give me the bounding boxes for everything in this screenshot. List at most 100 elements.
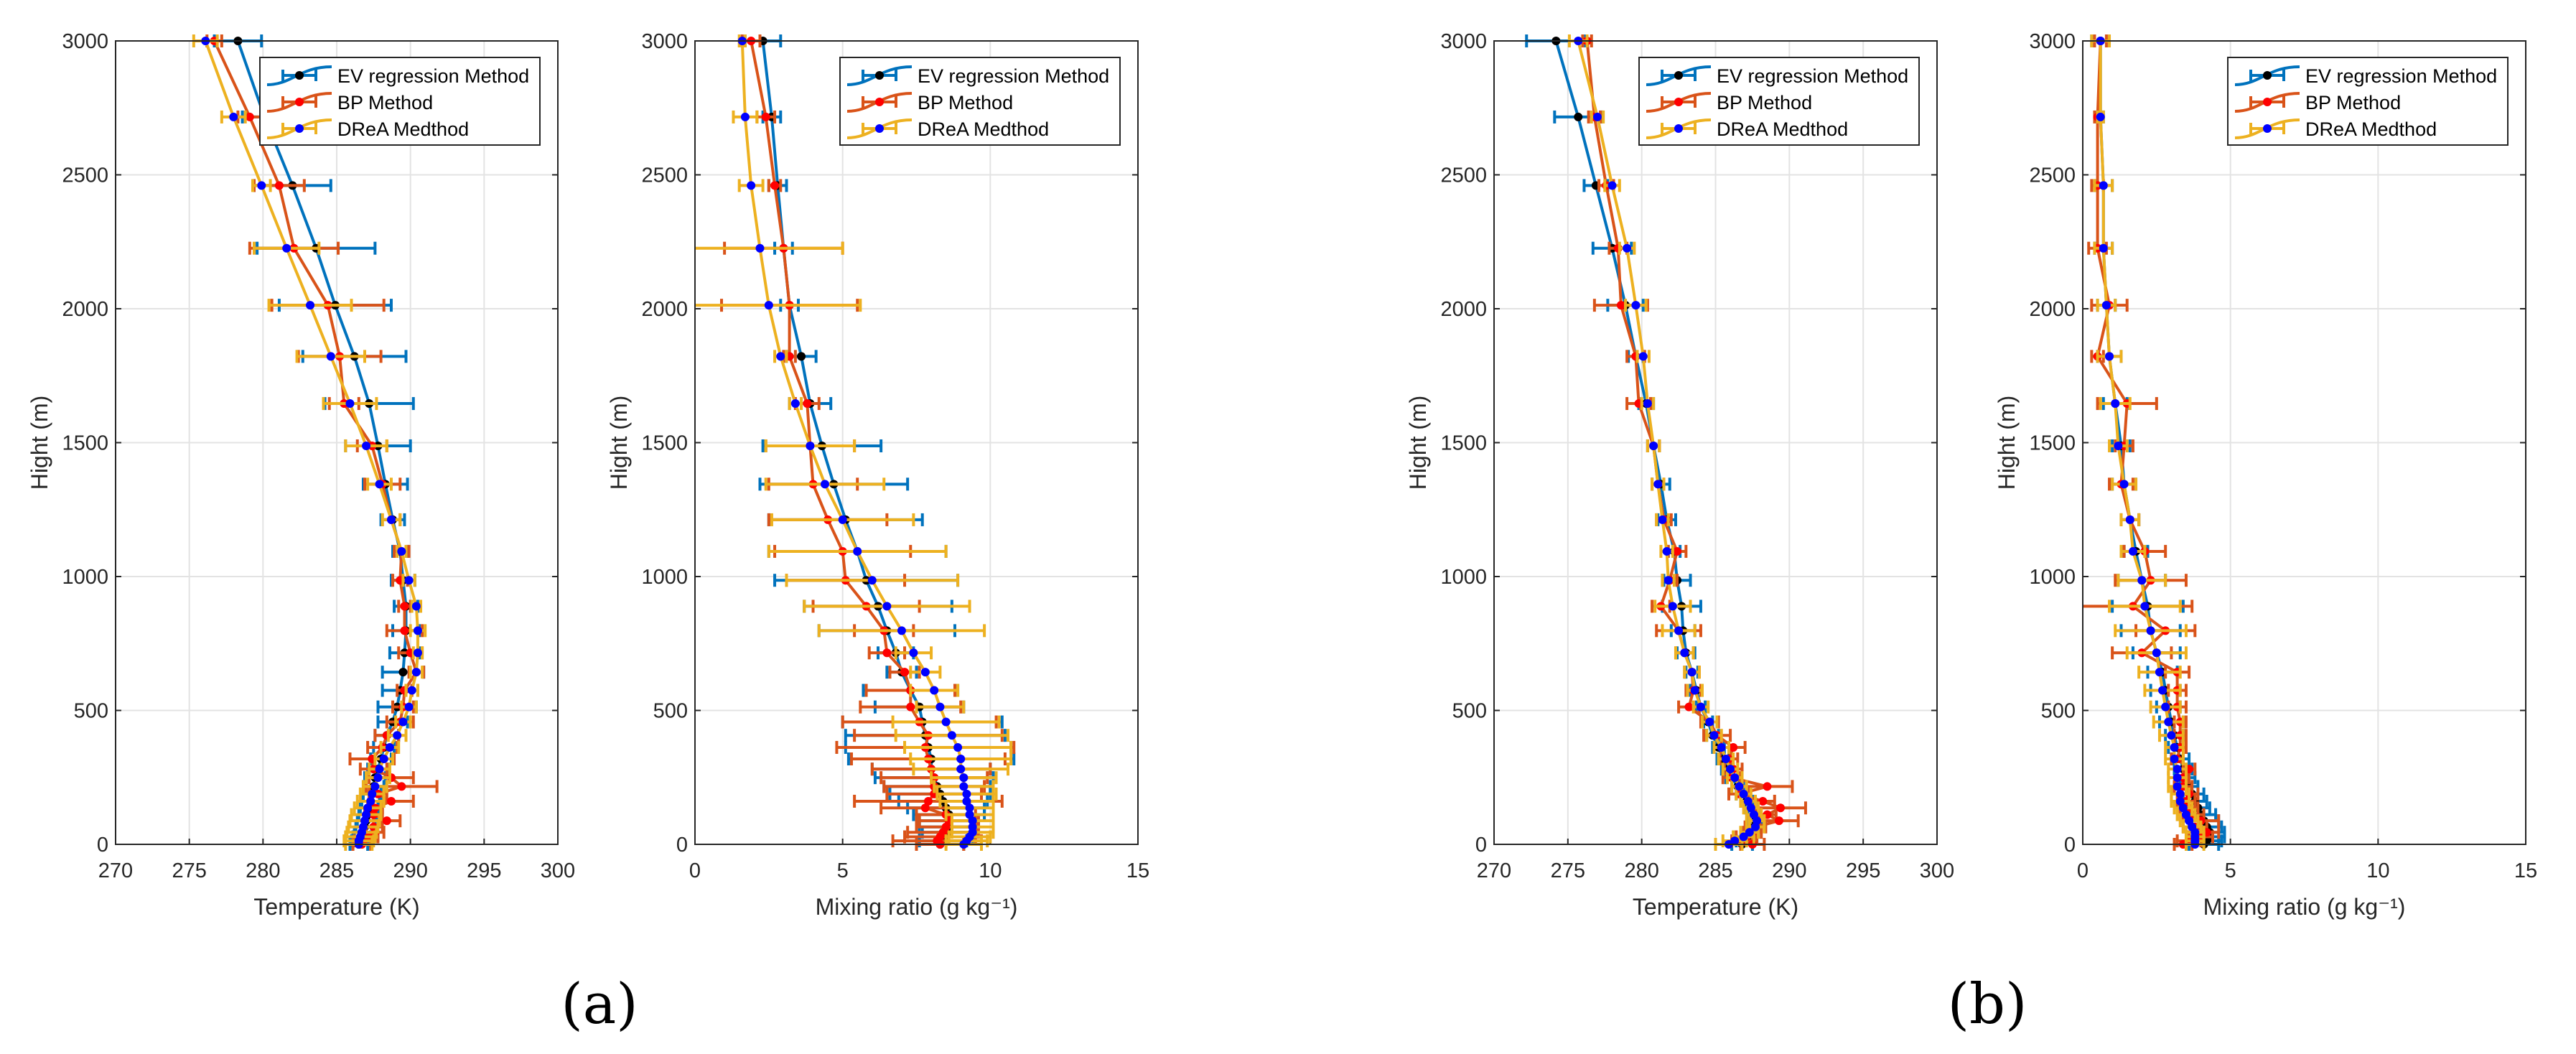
legend[interactable]: EV regression Method BP Method DReA Medtho…	[839, 57, 1121, 146]
data-point-drea	[959, 782, 969, 791]
data-point-bp	[245, 112, 254, 121]
data-point-drea	[363, 803, 373, 813]
legend-label: DReA Medthod	[918, 118, 1049, 140]
y-tick-label: 2000	[2029, 298, 2076, 321]
data-point-bp	[274, 181, 284, 190]
data-point-drea	[1730, 773, 1740, 783]
data-point-bp	[1774, 816, 1783, 826]
x-tick-label: 275	[1551, 859, 1585, 882]
data-point-drea	[2146, 626, 2155, 635]
data-point-drea	[1680, 648, 1689, 658]
data-point-drea	[2175, 796, 2185, 806]
data-point-drea	[909, 648, 918, 658]
data-point-drea	[882, 602, 892, 611]
legend-item-bp[interactable]: BP Method	[846, 92, 1013, 113]
y-axis-label: Hight (m)	[1994, 396, 2020, 490]
x-tick-label: 300	[541, 859, 575, 882]
legend-item-bp[interactable]: BP Method	[1646, 92, 1812, 113]
y-tick-label: 1000	[2029, 566, 2076, 589]
series-layer	[2083, 34, 2226, 851]
legend-item-ev[interactable]: EV regression Method	[2234, 65, 2497, 87]
data-point-bp	[1729, 742, 1738, 752]
data-point-drea	[366, 796, 375, 806]
y-tick-label: 2500	[62, 164, 108, 187]
x-tick-label: 0	[2077, 859, 2089, 882]
legend-label: EV regression Method	[918, 65, 1109, 87]
x-tick-label: 275	[172, 859, 206, 882]
data-point-drea	[1745, 828, 1754, 837]
data-point-bp	[386, 796, 396, 806]
legend[interactable]: EV regression Method BP Method DReA Medtho…	[1638, 57, 1920, 146]
data-point-drea	[1746, 803, 1755, 813]
data-point-drea	[806, 441, 815, 450]
legend-marker-icon	[2263, 124, 2272, 133]
data-point-bp	[1775, 803, 1785, 813]
data-point-drea	[2175, 789, 2185, 798]
data-point-drea	[2158, 686, 2167, 695]
data-point-drea	[362, 441, 371, 450]
data-point-drea	[2173, 765, 2182, 774]
legend-marker-icon	[2263, 71, 2272, 80]
data-point-drea	[1690, 686, 1699, 695]
data-point-bp	[900, 668, 910, 677]
data-point-drea	[1663, 576, 1673, 585]
y-tick-label: 0	[676, 834, 688, 857]
data-point-drea	[941, 717, 951, 727]
legend-marker-icon	[295, 124, 304, 133]
data-point-bp	[1758, 796, 1768, 806]
legend-marker-icon	[875, 71, 884, 80]
y-axis-label: Hight (m)	[1405, 396, 1431, 490]
legend-item-drea[interactable]: DReA Medthod	[846, 118, 1049, 140]
data-point-drea	[2119, 480, 2129, 489]
series-drea	[1567, 34, 1766, 851]
data-point-drea	[2164, 717, 2173, 727]
y-tick-label: 0	[97, 834, 108, 857]
data-point-drea	[1726, 765, 1735, 774]
data-point-drea	[1717, 742, 1726, 752]
legend-item-ev[interactable]: EV regression Method	[266, 65, 529, 87]
legend[interactable]: EV regression Method BP Method DReA Medtho…	[259, 57, 541, 146]
legend-item-ev[interactable]: EV regression Method	[1646, 65, 1908, 87]
data-point-drea	[404, 576, 414, 585]
y-tick-label: 500	[74, 700, 108, 723]
legend-item-ev[interactable]: EV regression Method	[846, 65, 1109, 87]
data-point-drea	[1662, 546, 1671, 556]
data-point-drea	[407, 686, 416, 695]
data-point-drea	[375, 480, 384, 489]
data-point-drea	[790, 399, 800, 409]
data-point-drea	[920, 668, 930, 677]
data-point-drea	[1631, 301, 1641, 310]
data-point-drea	[379, 755, 388, 764]
legend-item-drea[interactable]: DReA Medthod	[2234, 118, 2437, 140]
data-point-drea	[1643, 399, 1652, 409]
x-tick-label: 290	[393, 859, 427, 882]
legend-item-bp[interactable]: BP Method	[2234, 92, 2401, 113]
legend-item-drea[interactable]: DReA Medthod	[1646, 118, 1848, 140]
x-tick-label: 0	[689, 859, 701, 882]
data-point-drea	[2096, 112, 2105, 121]
y-tick-label: 1500	[1440, 432, 1487, 455]
data-point-drea	[2170, 742, 2179, 752]
legend-label: DReA Medthod	[337, 118, 469, 140]
data-point-bp	[882, 648, 892, 658]
data-point-drea	[2155, 668, 2164, 677]
data-point-drea	[1674, 626, 1684, 635]
y-axis-label: Hight (m)	[606, 396, 632, 490]
data-point-drea	[2114, 441, 2123, 450]
data-point-drea	[393, 731, 402, 740]
axes-box	[2082, 40, 2526, 845]
legend-item-bp[interactable]: BP Method	[266, 92, 433, 113]
data-point-drea	[398, 717, 408, 727]
data-point-drea	[368, 789, 377, 798]
data-point-drea	[1743, 796, 1753, 806]
data-point-drea	[1709, 731, 1719, 740]
series-drea	[695, 34, 1013, 851]
legend-item-drea[interactable]: DReA Medthod	[266, 118, 469, 140]
legend-marker-icon	[1674, 124, 1683, 133]
legend[interactable]: EV regression Method BP Method DReA Medtho…	[2227, 57, 2509, 146]
x-tick-label: 280	[246, 859, 280, 882]
data-point-drea	[1696, 702, 1705, 712]
data-point-drea	[867, 576, 877, 585]
data-point-drea	[229, 112, 238, 121]
legend-marker-icon	[1674, 98, 1683, 106]
